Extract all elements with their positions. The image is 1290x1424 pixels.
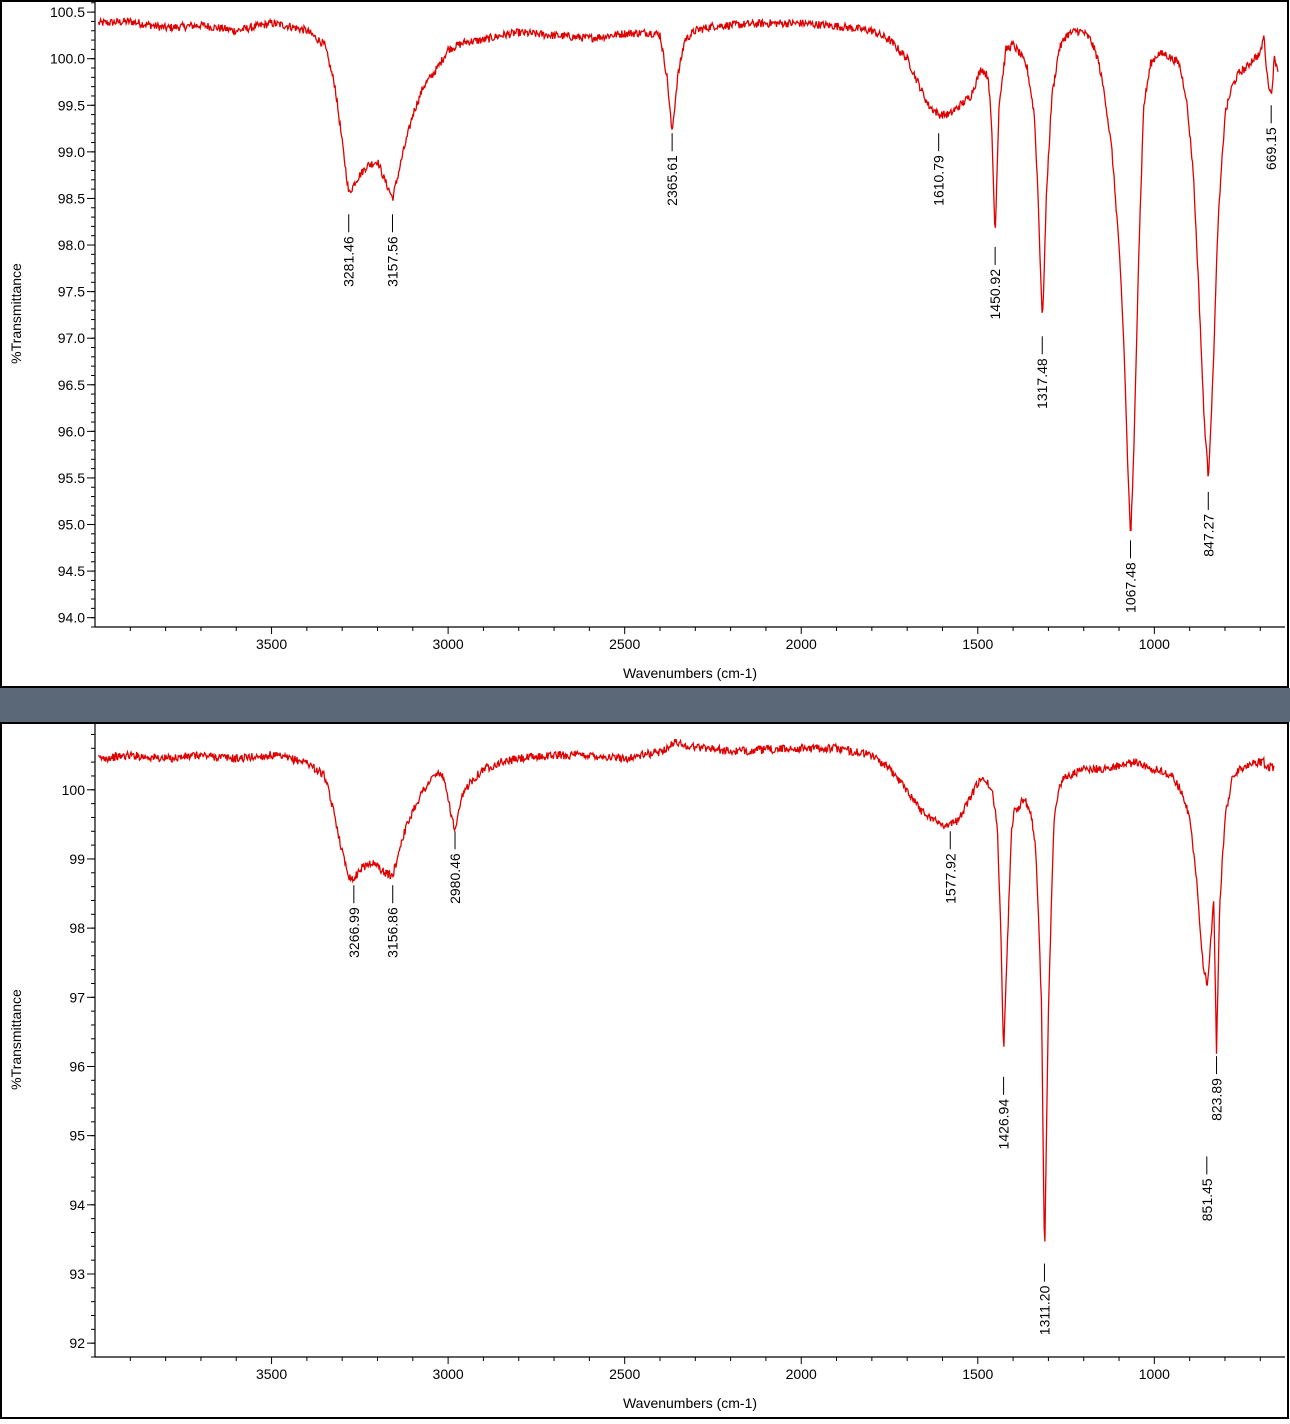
y-tick-label: 98: [69, 920, 85, 936]
y-tick-label: 96.0: [58, 423, 85, 439]
y-tick-label: 99: [69, 851, 85, 867]
peak-label: 1450.92: [987, 269, 1003, 320]
y-tick-label: 98.5: [58, 190, 85, 206]
y-tick-label: 97: [69, 989, 85, 1005]
y-axis-label: %Transmittance: [8, 989, 24, 1090]
x-tick-label: 2500: [609, 1366, 640, 1382]
y-tick-label: 100.5: [50, 4, 85, 20]
x-tick-label: 3500: [256, 1366, 287, 1382]
x-tick-label: 3000: [433, 636, 464, 652]
x-tick-label: 3000: [433, 1366, 464, 1382]
y-tick-label: 97.0: [58, 330, 85, 346]
x-tick-label: 1000: [1139, 636, 1170, 652]
x-tick-label: 2000: [786, 1366, 817, 1382]
y-tick-label: 95.5: [58, 470, 85, 486]
y-tick-label: 96: [69, 1058, 85, 1074]
y-tick-label: 92: [69, 1335, 85, 1351]
y-tick-label: 94.0: [58, 610, 85, 626]
x-tick-label: 2000: [786, 636, 817, 652]
spectrum-panel-1: 3500 3000 2500 2000 1500 1000 94.0 94.5 95.0 95.5…: [0, 0, 1289, 688]
peak-label: 1317.48: [1034, 358, 1050, 409]
y-tick-label: 96.5: [58, 377, 85, 393]
y-tick-label: 99.5: [58, 97, 85, 113]
spectrum-trace: [97, 16, 1279, 532]
x-tick-label: 1500: [962, 1366, 993, 1382]
x-tick-label: 1500: [962, 636, 993, 652]
peak-label: 851.45: [1199, 1178, 1215, 1221]
spectrum-trace: [97, 738, 1275, 1242]
peak-label: 1311.20: [1036, 1285, 1052, 1335]
x-tick-label: 1000: [1139, 1366, 1170, 1382]
y-tick-label: 97.5: [58, 284, 85, 300]
y-tick-label: 100.0: [50, 51, 85, 67]
peak-label: 1577.92: [942, 853, 958, 904]
y-tick-label: 94.5: [58, 563, 85, 579]
x-tick-label: 3500: [256, 636, 287, 652]
y-tick-label: 95.0: [58, 517, 85, 533]
spectrum-panel-2: 3500 3000 2500 2000 1500 1000 92 93 94 95 96 97 98 99…: [0, 722, 1289, 1419]
peak-label: 1426.94: [996, 1099, 1012, 1150]
peak-label: 2365.61: [664, 155, 680, 206]
peak-label: 3281.46: [341, 236, 357, 287]
y-tick-label: 94: [69, 1197, 85, 1213]
peak-label: 3156.86: [385, 907, 401, 958]
peak-label: 3266.99: [346, 907, 362, 958]
panel-frame: [0, 722, 1289, 1419]
peak-label: 3157.56: [384, 236, 400, 287]
y-axis-label: %Transmittance: [8, 263, 24, 364]
panel-separator: [0, 688, 1290, 722]
x-axis-label: Wavenumbers (cm-1): [623, 665, 757, 681]
peak-label: 823.89: [1209, 1078, 1225, 1121]
y-tick-label: 95: [69, 1128, 85, 1144]
x-axis-label: Wavenumbers (cm-1): [623, 1395, 757, 1411]
y-tick-label: 98.0: [58, 237, 85, 253]
peak-label: 1067.48: [1123, 562, 1139, 613]
y-tick-label: 99.0: [58, 144, 85, 160]
peak-label: 669.15: [1263, 127, 1279, 170]
peak-label: 847.27: [1200, 514, 1216, 557]
x-tick-label: 2500: [609, 636, 640, 652]
y-tick-label: 100: [62, 782, 86, 798]
peak-label: 1610.79: [931, 155, 947, 206]
y-tick-label: 93: [69, 1266, 85, 1282]
panel-frame: [0, 0, 1289, 688]
peak-label: 2980.46: [447, 853, 463, 904]
